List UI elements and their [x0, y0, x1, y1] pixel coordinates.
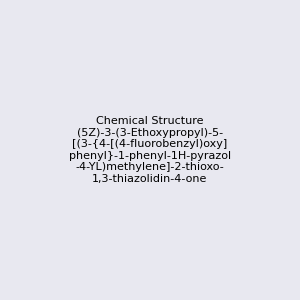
Text: Chemical Structure
(5Z)-3-(3-Ethoxypropyl)-5-
[(3-{4-[(4-fluorobenzyl)oxy]
pheny: Chemical Structure (5Z)-3-(3-Ethoxypropy… [69, 116, 231, 184]
